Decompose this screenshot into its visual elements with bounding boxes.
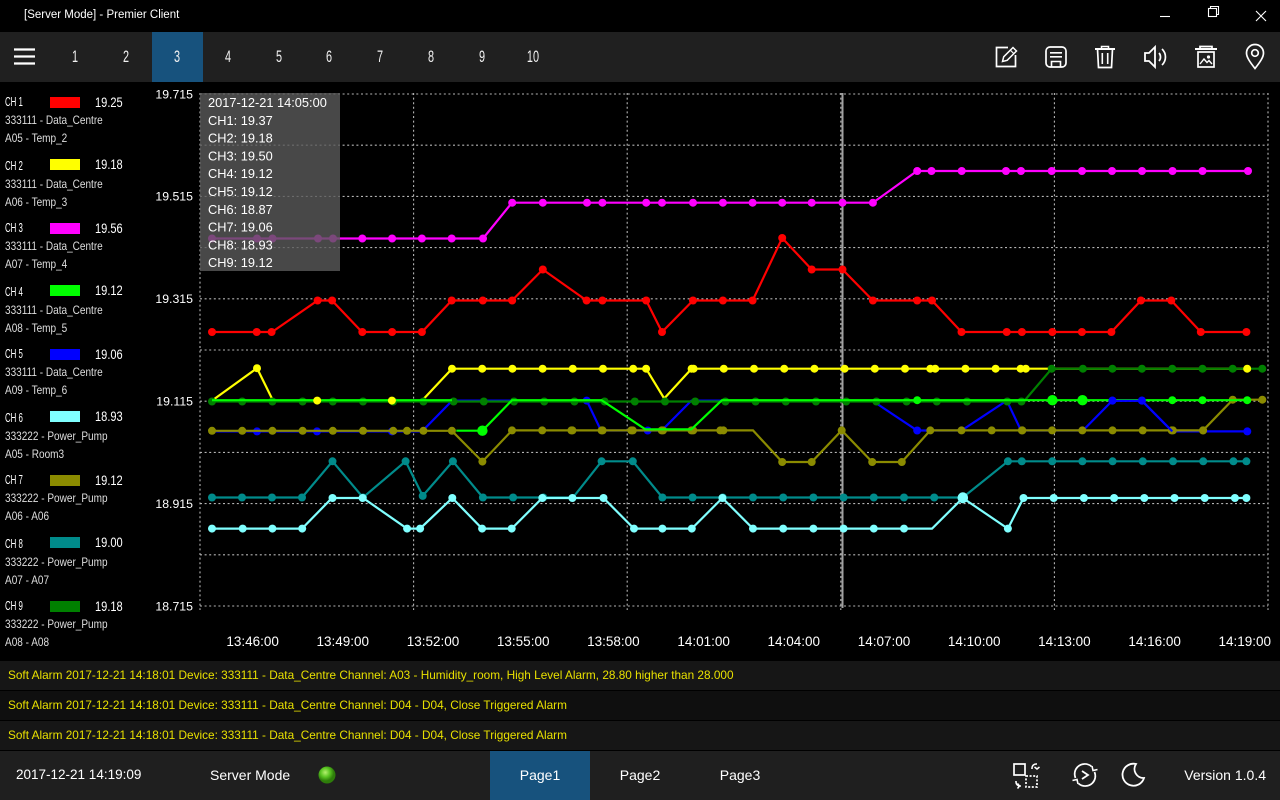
- svg-text:14:07:00: 14:07:00: [858, 634, 911, 649]
- svg-text:CH2: 19.18: CH2: 19.18: [208, 131, 273, 146]
- svg-text:CH4: 19.12: CH4: 19.12: [208, 166, 273, 181]
- svg-text:14:13:00: 14:13:00: [1038, 634, 1091, 649]
- svg-text:13:55:00: 13:55:00: [497, 634, 550, 649]
- svg-text:14:19:00: 14:19:00: [1219, 634, 1272, 649]
- svg-text:19.715: 19.715: [155, 87, 193, 101]
- svg-text:CH6: 18.87: CH6: 18.87: [208, 202, 273, 217]
- svg-text:19.515: 19.515: [155, 190, 193, 204]
- svg-text:CH5: 19.12: CH5: 19.12: [208, 184, 273, 199]
- svg-text:CH8: 18.93: CH8: 18.93: [208, 237, 273, 252]
- svg-text:2017-12-21 14:05:00: 2017-12-21 14:05:00: [208, 95, 327, 110]
- svg-text:13:58:00: 13:58:00: [587, 634, 640, 649]
- svg-text:13:46:00: 13:46:00: [226, 634, 279, 649]
- svg-text:14:01:00: 14:01:00: [677, 634, 730, 649]
- svg-text:13:49:00: 13:49:00: [317, 634, 370, 649]
- svg-text:CH7: 19.06: CH7: 19.06: [208, 220, 273, 235]
- svg-text:18.715: 18.715: [155, 599, 193, 613]
- svg-text:19.115: 19.115: [156, 395, 193, 409]
- svg-text:14:16:00: 14:16:00: [1128, 634, 1181, 649]
- svg-text:CH3: 19.50: CH3: 19.50: [208, 148, 273, 163]
- svg-text:18.915: 18.915: [155, 497, 193, 511]
- svg-text:CH9: 19.12: CH9: 19.12: [208, 255, 273, 270]
- svg-text:14:04:00: 14:04:00: [768, 634, 821, 649]
- svg-text:13:52:00: 13:52:00: [407, 634, 460, 649]
- svg-text:CH1: 19.37: CH1: 19.37: [208, 113, 273, 128]
- svg-text:19.315: 19.315: [155, 292, 193, 306]
- svg-text:14:10:00: 14:10:00: [948, 634, 1001, 649]
